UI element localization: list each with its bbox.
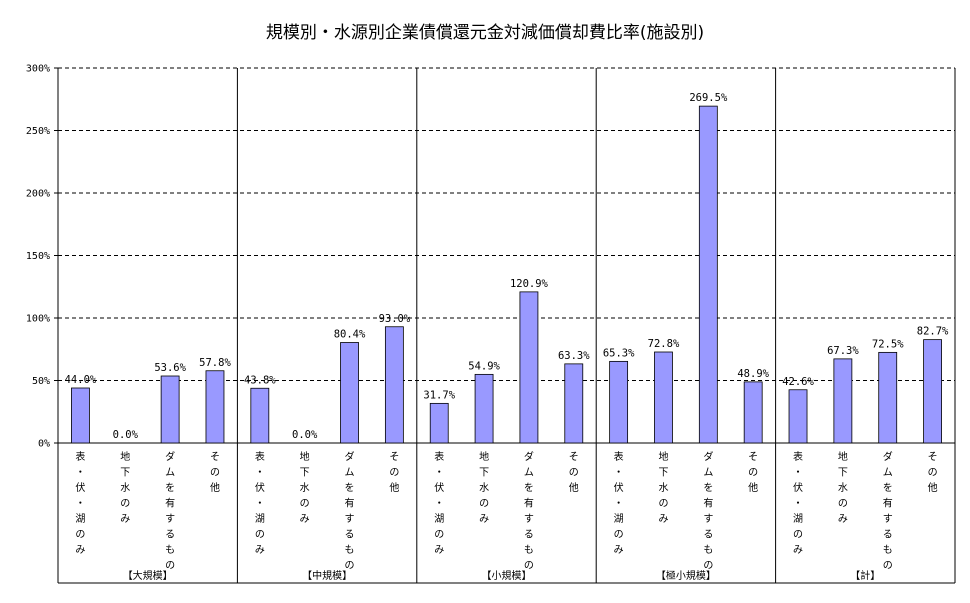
group-label: 【小規模】 — [482, 570, 532, 582]
category-label: 地下水のみ — [300, 450, 310, 525]
category-label: ダムを有するもの — [165, 450, 175, 572]
category-label: 地下水のみ — [658, 450, 668, 525]
data-label: 93.0% — [379, 313, 411, 325]
label-layer: 44.0% 表・伏・湖のみ 0.0% 地下水のみ 53.6% ダムを有するもの 57.8% そ… — [65, 92, 949, 582]
bar — [71, 387, 90, 444]
category-label: ダムを有するもの — [345, 450, 355, 572]
category-label: ダムを有するもの — [703, 450, 713, 572]
data-label: 82.7% — [917, 326, 949, 338]
bar — [923, 339, 942, 444]
data-label: 67.3% — [827, 345, 859, 357]
bar — [160, 375, 180, 444]
data-label: 72.8% — [648, 338, 680, 350]
data-label: 53.6% — [154, 362, 186, 374]
data-label: 63.3% — [558, 350, 590, 362]
bar — [698, 105, 718, 444]
data-label: 54.9% — [468, 360, 500, 372]
data-label: 65.3% — [603, 347, 635, 359]
category-label: 地下水のみ — [479, 450, 489, 525]
category-label: その他 — [389, 451, 399, 494]
category-label: ダムを有するもの — [883, 450, 893, 572]
category-label: 地下水のみ — [838, 450, 848, 525]
group-label: 【中規模】 — [302, 569, 352, 582]
data-label: 0.0% — [113, 429, 139, 441]
bar — [878, 351, 898, 444]
y-tick-label: 250% — [26, 126, 50, 137]
category-label: ダムを有するもの — [524, 450, 534, 572]
bar — [250, 387, 270, 444]
category-label: その他 — [928, 451, 938, 494]
bar — [384, 326, 404, 444]
category-label: 表・伏・湖のみ — [793, 450, 803, 556]
bar — [654, 351, 673, 444]
data-label: 42.6% — [782, 376, 814, 388]
grid-layer — [58, 67, 955, 381]
y-tick-label: 50% — [32, 376, 50, 387]
bar — [519, 291, 539, 444]
y-tick-label: 100% — [26, 314, 50, 325]
bar — [833, 358, 853, 444]
bar — [205, 370, 225, 444]
bar — [474, 373, 494, 444]
bar — [429, 402, 449, 444]
data-label: 57.8% — [199, 357, 231, 369]
bar — [340, 342, 359, 444]
bar — [788, 389, 808, 444]
data-label: 31.7% — [423, 389, 455, 401]
axis-layer: 0% 50% 100% 150% 200% 250% 300% — [26, 64, 956, 584]
data-label: 269.5% — [689, 92, 728, 104]
data-label: 43.8% — [244, 374, 276, 386]
category-label: その他 — [210, 451, 220, 494]
data-label: 0.0% — [292, 429, 318, 441]
y-tick-label: 200% — [26, 189, 50, 200]
data-label: 48.9% — [737, 368, 769, 380]
group-label: 【大規模】 — [123, 569, 173, 582]
category-label: 表・伏・湖のみ — [255, 450, 265, 556]
data-label: 44.0% — [65, 374, 97, 386]
category-label: 表・伏・湖のみ — [434, 450, 444, 556]
category-label: 地下水のみ — [120, 450, 130, 525]
y-tick-label: 0% — [38, 439, 50, 450]
data-label: 80.4% — [334, 329, 366, 341]
category-label: その他 — [748, 451, 758, 494]
bar-layer — [71, 105, 942, 444]
bar — [743, 381, 763, 444]
category-label: その他 — [569, 451, 579, 494]
y-tick-label: 300% — [26, 64, 50, 75]
group-label: 【極小規模】 — [656, 569, 716, 582]
data-label: 72.5% — [872, 338, 904, 350]
category-label: 表・伏・湖のみ — [75, 450, 85, 556]
chart-title: 規模別・水源別企業債償還元金対減価償却費比率(施設別) — [266, 23, 704, 43]
category-label: 表・伏・湖のみ — [614, 450, 624, 556]
data-label: 120.9% — [510, 278, 549, 290]
bar — [609, 360, 629, 444]
group-label: 【計】 — [850, 569, 880, 582]
bar — [564, 363, 584, 444]
y-tick-label: 150% — [26, 251, 50, 262]
